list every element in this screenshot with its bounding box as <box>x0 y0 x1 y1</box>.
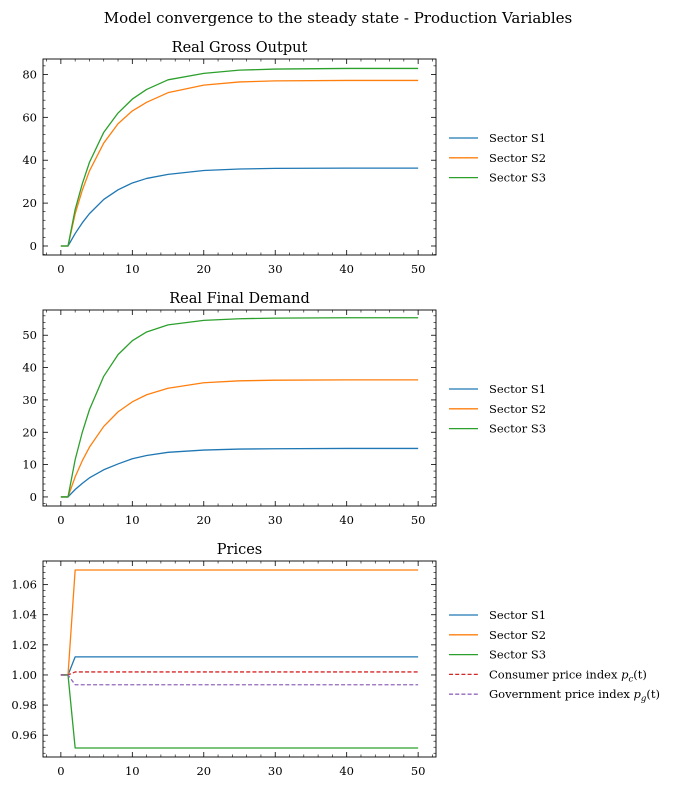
x-tick-label: 40 <box>339 764 354 778</box>
panel-1: Real Gross Output 0 10 20 30 40 50 0 20 40 60 80 Sec… <box>22 40 546 276</box>
series-line-4 <box>60 671 419 676</box>
y-tick-label: 1.06 <box>11 578 37 592</box>
x-tick-label: 0 <box>57 513 64 527</box>
legend-label: Consumer price index pc(t) <box>489 667 647 684</box>
x-tick-label: 50 <box>411 262 426 276</box>
legend-label-text: Consumer price index <box>489 667 621 681</box>
legend-label-subscript: c <box>629 674 634 684</box>
x-tick-label: 50 <box>411 513 426 527</box>
y-tick-label: 0.96 <box>11 728 37 742</box>
y-tick-label: 0 <box>30 239 37 253</box>
x-tick-label: 20 <box>196 262 211 276</box>
x-tick-label: 50 <box>411 764 426 778</box>
panel-3: Prices 0 10 20 30 40 50 0.96 0.98 1.00 1.02 1.04 1.0… <box>11 542 660 778</box>
series-line-2 <box>60 79 419 247</box>
y-tick-label: 0 <box>30 490 37 504</box>
y-tick-label: 0.98 <box>11 698 37 712</box>
legend-label: Sector S2 <box>489 628 546 642</box>
series-line-2 <box>60 569 419 676</box>
axes-frame <box>42 560 437 758</box>
x-tick-label: 30 <box>268 262 283 276</box>
legend-label-symbol: p <box>634 687 642 701</box>
x-tick-label: 0 <box>57 764 64 778</box>
legend-label: Sector S2 <box>489 402 546 416</box>
legend-label: Sector S3 <box>489 171 546 185</box>
y-tick-label: 40 <box>22 361 37 375</box>
series-line-2 <box>60 379 419 498</box>
y-tick-label: 50 <box>22 328 37 342</box>
legend-label: Sector S2 <box>489 151 546 165</box>
legend-label-argument: (t) <box>633 667 647 681</box>
x-tick-label: 10 <box>125 513 140 527</box>
panel-title: Real Final Demand <box>169 291 310 307</box>
y-tick-label: 30 <box>22 393 37 407</box>
y-tick-label: 20 <box>22 425 37 439</box>
panel-2: Real Final Demand 0 10 20 30 40 50 0 10 20 30 40 50 S… <box>22 291 546 527</box>
legend-label-argument: (t) <box>646 687 660 701</box>
legend-label: Sector S1 <box>489 131 546 145</box>
y-tick-label: 1.00 <box>11 668 37 682</box>
x-tick-label: 20 <box>196 513 211 527</box>
panel-title: Real Gross Output <box>172 40 308 56</box>
legend-label: Sector S3 <box>489 648 546 662</box>
x-tick-label: 30 <box>268 764 283 778</box>
legend-label: Sector S3 <box>489 422 546 436</box>
legend-label-symbol: p <box>621 667 629 681</box>
x-tick-label: 40 <box>339 513 354 527</box>
panel-title: Prices <box>217 542 262 558</box>
legend-label: Sector S1 <box>489 608 546 622</box>
legend: Sector S1 Sector S2 Sector S3 Consumer pric… <box>449 608 660 704</box>
y-tick-label: 40 <box>22 153 37 167</box>
y-tick-label: 60 <box>22 110 37 124</box>
series-line-5 <box>60 674 419 686</box>
x-tick-label: 20 <box>196 764 211 778</box>
axes-frame <box>42 58 437 256</box>
x-tick-label: 10 <box>125 764 140 778</box>
axes-frame <box>42 309 437 507</box>
series-line-3 <box>60 674 419 749</box>
y-tick-label: 20 <box>22 196 37 210</box>
legend-label-text: Government price index <box>489 687 634 701</box>
y-tick-label: 10 <box>22 458 37 472</box>
legend-label: Sector S1 <box>489 382 546 396</box>
series-line-3 <box>60 67 419 247</box>
legend-label-subscript: g <box>641 694 647 704</box>
legend: Sector S1 Sector S2 Sector S3 <box>449 382 546 436</box>
series-line-1 <box>60 167 419 247</box>
y-tick-label: 80 <box>22 67 37 81</box>
x-tick-label: 30 <box>268 513 283 527</box>
series-line-3 <box>60 317 419 498</box>
series-line-1 <box>60 447 419 498</box>
legend: Sector S1 Sector S2 Sector S3 <box>449 131 546 185</box>
x-tick-label: 10 <box>125 262 140 276</box>
x-tick-label: 0 <box>57 262 64 276</box>
figure-suptitle: Model convergence to the steady state - … <box>104 9 573 27</box>
y-tick-label: 1.02 <box>11 638 37 652</box>
legend-label: Government price index pg(t) <box>489 687 660 704</box>
y-tick-label: 1.04 <box>11 608 37 622</box>
x-tick-label: 40 <box>339 262 354 276</box>
